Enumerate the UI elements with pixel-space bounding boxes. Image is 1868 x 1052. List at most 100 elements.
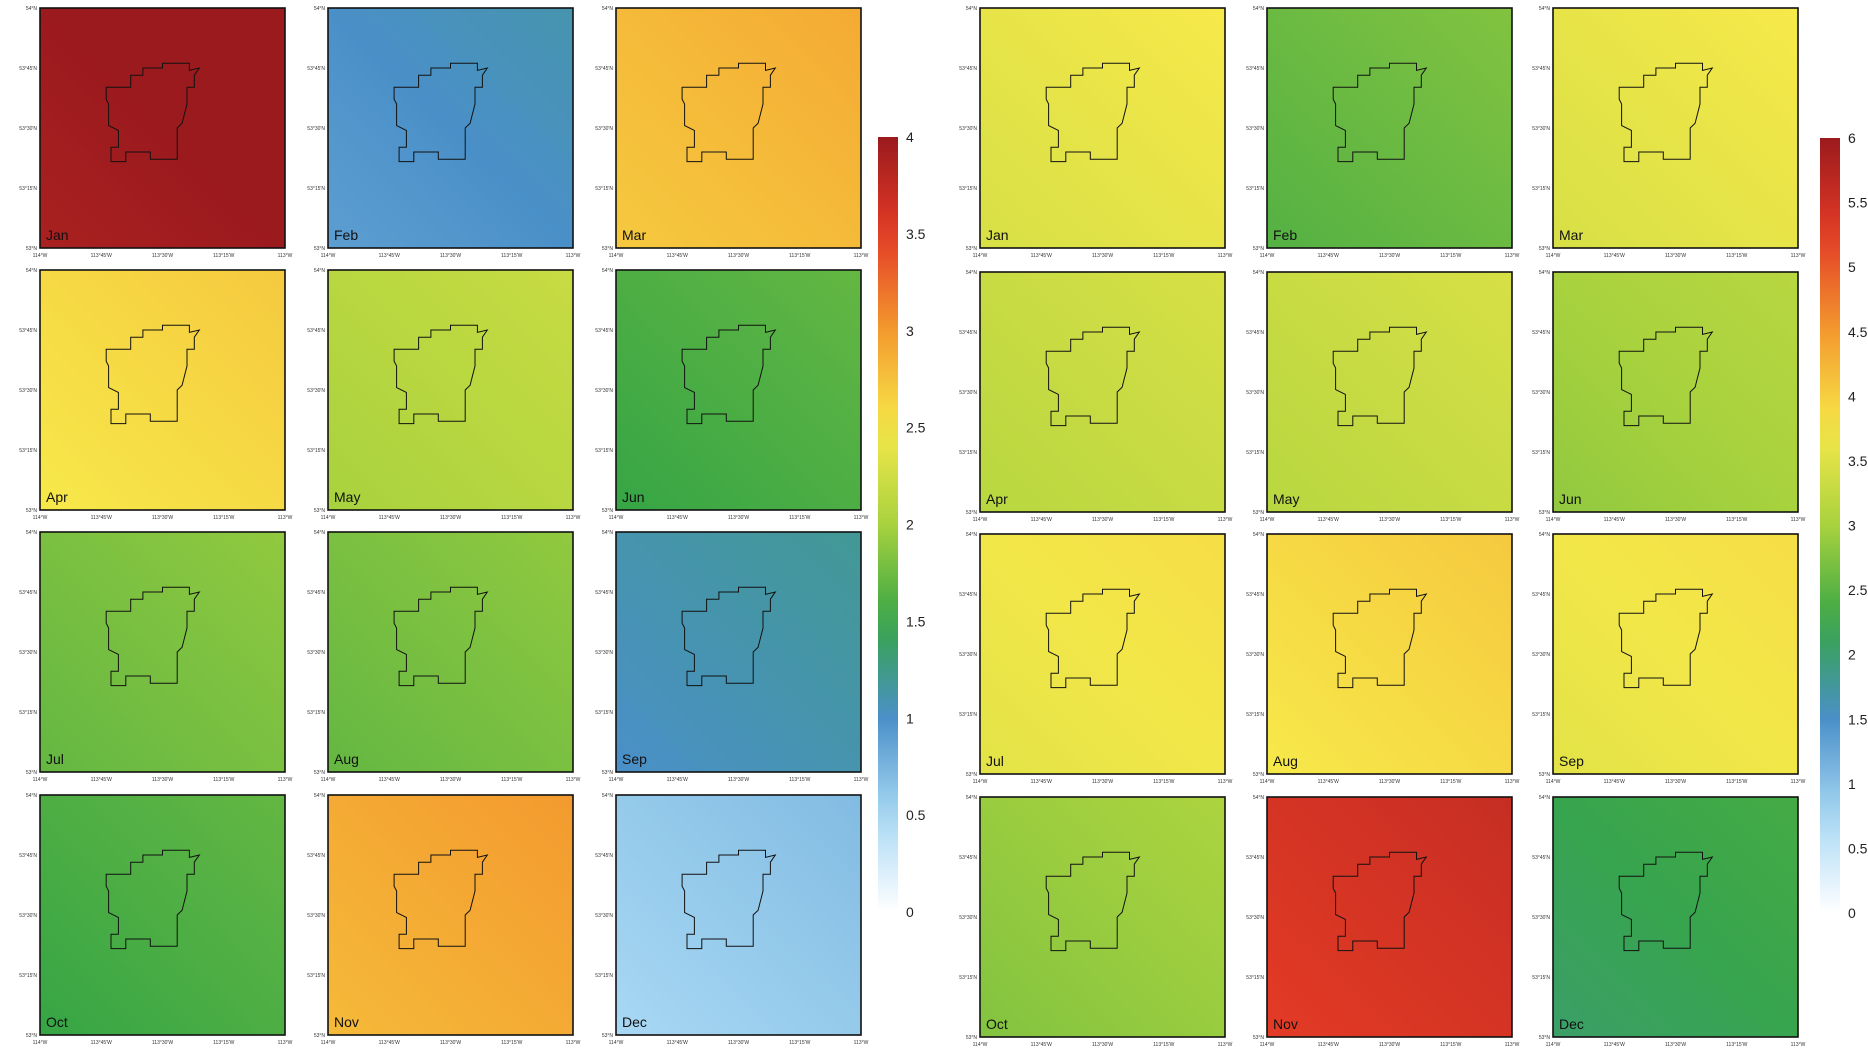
month-label: Jan [986, 227, 1009, 243]
x-tick-label: 113°15'W [1440, 1042, 1461, 1048]
map-panel-0-jul [39, 531, 286, 773]
colorbar [1820, 138, 1840, 913]
city-boundary-outline [105, 586, 201, 687]
x-tick-label: 113°30'W [728, 253, 749, 259]
y-tick-label: 53°45'N [959, 330, 977, 336]
y-tick-label: 53°30'N [959, 126, 977, 132]
y-tick-label: 54°N [1539, 532, 1551, 538]
y-tick-label: 53°45'N [307, 66, 325, 72]
colorbar-tick-label: 0 [906, 904, 914, 920]
y-tick-label: 54°N [602, 793, 614, 799]
y-tick-label: 53°30'N [959, 915, 977, 921]
city-boundary-outline [1045, 326, 1141, 427]
y-tick-label: 53°N [26, 508, 38, 514]
y-tick-label: 54°N [314, 530, 326, 536]
x-tick-label: 113°15'W [1726, 779, 1747, 785]
y-tick-label: 53°30'N [307, 913, 325, 919]
y-tick-label: 53°45'N [959, 592, 977, 598]
y-tick-label: 53°15'N [19, 448, 37, 454]
y-tick-label: 53°45'N [307, 853, 325, 859]
x-tick-label: 113°30'W [1092, 1042, 1113, 1048]
x-tick-label: 114°W [33, 777, 48, 783]
map-panel-0-may [327, 269, 574, 511]
colorbar-tick-label: 6 [1848, 130, 1856, 146]
y-tick-label: 53°15'N [307, 710, 325, 716]
colorbar-tick-label: 2.5 [1848, 582, 1868, 598]
y-tick-label: 53°30'N [1246, 915, 1264, 921]
x-tick-label: 113°W [1505, 779, 1520, 785]
y-tick-label: 53°45'N [1532, 855, 1550, 861]
x-tick-label: 113°W [278, 777, 293, 783]
x-tick-label: 114°W [609, 1040, 624, 1046]
y-tick-label: 54°N [602, 6, 614, 12]
colorbar-tick-label: 0.5 [906, 807, 926, 823]
x-tick-label: 113°W [1505, 1042, 1520, 1048]
city-boundary-outline [105, 849, 201, 950]
x-tick-label: 114°W [1260, 779, 1275, 785]
y-tick-label: 53°N [314, 508, 326, 514]
y-tick-label: 53°N [1253, 772, 1265, 778]
x-tick-label: 113°45'W [1031, 1042, 1052, 1048]
colorbar-tick-label: 1.5 [906, 613, 926, 629]
x-tick-label: 113°15'W [501, 253, 522, 259]
y-tick-label: 54°N [966, 795, 978, 801]
x-tick-label: 113°45'W [1604, 1042, 1625, 1048]
x-tick-label: 113°30'W [1665, 517, 1686, 523]
map-panel-1-dec [1552, 796, 1799, 1038]
y-tick-label: 54°N [1253, 270, 1265, 276]
map-panel-1-aug [1266, 533, 1513, 775]
y-tick-label: 53°30'N [959, 390, 977, 396]
x-tick-label: 113°45'W [91, 253, 112, 259]
y-tick-label: 53°15'N [1246, 186, 1264, 192]
x-tick-label: 113°45'W [1318, 779, 1339, 785]
colorbar-tick-label: 5.5 [1848, 195, 1868, 211]
x-tick-label: 113°15'W [1440, 779, 1461, 785]
x-tick-label: 113°15'W [1440, 253, 1461, 259]
y-tick-label: 53°45'N [307, 590, 325, 596]
x-tick-label: 113°W [278, 253, 293, 259]
month-label: Dec [622, 1014, 647, 1030]
city-boundary-outline [393, 324, 489, 425]
y-tick-label: 53°15'N [1532, 450, 1550, 456]
month-label: Nov [1273, 1016, 1298, 1032]
x-tick-label: 113°15'W [1726, 517, 1747, 523]
x-tick-label: 113°15'W [1726, 1042, 1747, 1048]
city-boundary-outline [1618, 851, 1714, 952]
city-boundary-outline [105, 62, 201, 163]
x-tick-label: 113°45'W [1604, 779, 1625, 785]
y-tick-label: 53°30'N [1532, 390, 1550, 396]
colorbar-tick-label: 4.5 [1848, 324, 1868, 340]
city-boundary-outline [393, 62, 489, 163]
map-panel-0-mar [615, 7, 862, 249]
y-tick-label: 54°N [1253, 532, 1265, 538]
y-tick-label: 54°N [314, 793, 326, 799]
x-tick-label: 113°15'W [1153, 1042, 1174, 1048]
colorbar-tick-label: 3 [906, 323, 914, 339]
x-tick-label: 114°W [321, 515, 336, 521]
y-tick-label: 53°30'N [959, 652, 977, 658]
map-panel-1-mar [1552, 7, 1799, 249]
y-tick-label: 53°15'N [595, 186, 613, 192]
x-tick-label: 113°15'W [789, 253, 810, 259]
map-panel-1-jan [979, 7, 1226, 249]
city-boundary-outline [1618, 62, 1714, 163]
y-tick-label: 53°N [966, 772, 978, 778]
x-tick-label: 114°W [609, 253, 624, 259]
y-tick-label: 53°N [1539, 510, 1551, 516]
y-tick-label: 53°15'N [959, 450, 977, 456]
y-tick-label: 53°15'N [19, 710, 37, 716]
x-tick-label: 113°45'W [1318, 517, 1339, 523]
city-boundary-outline [1332, 588, 1428, 689]
y-tick-label: 53°N [1253, 246, 1265, 252]
y-tick-label: 53°N [966, 1035, 978, 1041]
month-label: Apr [986, 491, 1008, 507]
y-tick-label: 53°N [1539, 1035, 1551, 1041]
x-tick-label: 113°15'W [501, 515, 522, 521]
y-tick-label: 54°N [602, 530, 614, 536]
map-panel-0-sep [615, 531, 862, 773]
y-tick-label: 53°45'N [959, 855, 977, 861]
x-tick-label: 113°30'W [1665, 779, 1686, 785]
x-tick-label: 113°15'W [1153, 517, 1174, 523]
y-tick-label: 53°45'N [19, 590, 37, 596]
